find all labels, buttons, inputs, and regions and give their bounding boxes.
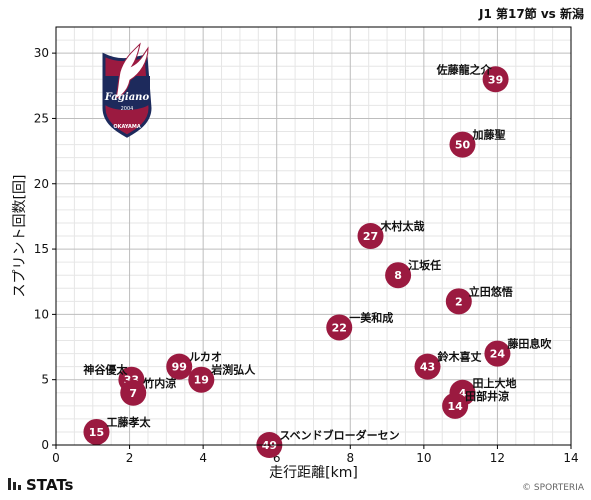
player-marker [482, 66, 509, 93]
player-marker [442, 392, 469, 419]
player-name-label: 岩渕弘人 [210, 363, 256, 377]
player-marker [188, 366, 215, 393]
player-marker [449, 131, 476, 158]
player-name-label: ルカオ [189, 351, 222, 364]
player-name-label: 一美和成 [349, 310, 393, 324]
player-name-label: スベンドブローダーセン [279, 428, 399, 442]
x-axis-ticks: 0 2 4 6 8 10 12 14 [52, 445, 579, 465]
player-name-label: 田上大地 [472, 376, 516, 390]
logo-wordmark: Fagiano [104, 92, 150, 103]
player-marker [445, 288, 472, 315]
player-number: 39 [488, 73, 503, 86]
x-axis-label: 走行距離[km] [269, 464, 358, 481]
player-marker [120, 379, 147, 406]
player-marker [326, 314, 353, 341]
y-tick-label: 25 [34, 111, 49, 125]
x-tick-label: 12 [490, 451, 505, 465]
y-tick-label: 10 [34, 307, 49, 321]
player-name-label: 竹内涼 [142, 376, 176, 390]
player-name-label: 佐藤龍之介 [436, 62, 493, 76]
y-tick-label: 15 [34, 242, 49, 256]
x-tick-label: 14 [563, 451, 578, 465]
data-point: 2 立田悠悟 [445, 284, 513, 315]
y-tick-label: 0 [41, 438, 49, 452]
x-tick-label: 4 [199, 451, 207, 465]
player-number: 8 [394, 269, 402, 282]
plot-frame [55, 26, 572, 446]
player-name-label: 立田悠悟 [469, 284, 513, 298]
player-name-label: 木村太哉 [380, 219, 425, 233]
stats-brand: STATs [8, 476, 74, 494]
stats-bar-3 [18, 485, 21, 490]
player-marker [357, 223, 384, 249]
player-name-label: 藤田息吹 [507, 337, 552, 351]
y-tick-label: 20 [34, 177, 49, 191]
player-marker [166, 353, 193, 380]
player-number: 22 [332, 321, 347, 334]
player-number: 24 [490, 348, 506, 361]
player-name-label: 工藤孝太 [106, 415, 151, 429]
data-point: 7 竹内涼 [120, 376, 176, 406]
chart-title: J1 第17節 vs 新潟 [478, 6, 584, 21]
logo-year: 2004 [121, 106, 134, 112]
player-number: 15 [89, 426, 104, 439]
player-name-label: 江坂任 [408, 258, 441, 272]
data-point: 8 江坂任 [385, 258, 441, 289]
player-name-label: 神谷優太 [83, 363, 128, 377]
y-axis-label: スプリント回数[回] [12, 175, 28, 298]
stats-wordmark: STATs [26, 476, 74, 494]
x-tick-label: 10 [416, 451, 431, 465]
player-number: 2 [455, 295, 463, 308]
player-marker [414, 353, 441, 380]
player-name-label: 田部井涼 [465, 389, 509, 403]
player-name-label: 鈴木喜丈 [438, 350, 482, 364]
y-tick-label: 30 [34, 46, 49, 60]
y-tick-label: 5 [41, 373, 49, 387]
stats-bar-2 [13, 482, 16, 490]
player-number: 27 [363, 230, 378, 243]
player-number: 19 [194, 374, 209, 387]
player-marker [385, 262, 412, 289]
logo-city: OKAYAMA [113, 124, 141, 130]
player-number: 43 [420, 361, 435, 374]
x-tick-label: 2 [126, 451, 134, 465]
player-marker [484, 340, 511, 367]
logo-band [104, 76, 150, 110]
player-marker [83, 418, 110, 445]
credit: © SPORTERIA [522, 483, 585, 493]
x-tick-label: 0 [52, 451, 60, 465]
player-number: 99 [172, 361, 187, 374]
player-number: 7 [129, 387, 137, 400]
player-number: 4 [459, 387, 467, 400]
x-tick-label: 8 [346, 451, 354, 465]
stats-bar-1 [8, 478, 11, 490]
y-axis-ticks: 0 5 10 15 20 25 30 [34, 46, 56, 452]
logo-pheasant [115, 42, 149, 99]
club-logo: Fagiano 2004 OKAYAMA [102, 42, 152, 138]
x-tick-label: 6 [273, 451, 281, 465]
player-number: 50 [455, 139, 471, 152]
data-points: 39佐藤龍之介50加藤聖27木村太哉8江坂任2立田悠悟22一美和成24藤田息吹4… [83, 62, 552, 458]
player-name-label: 加藤聖 [471, 128, 505, 142]
player-number: 14 [447, 400, 463, 413]
